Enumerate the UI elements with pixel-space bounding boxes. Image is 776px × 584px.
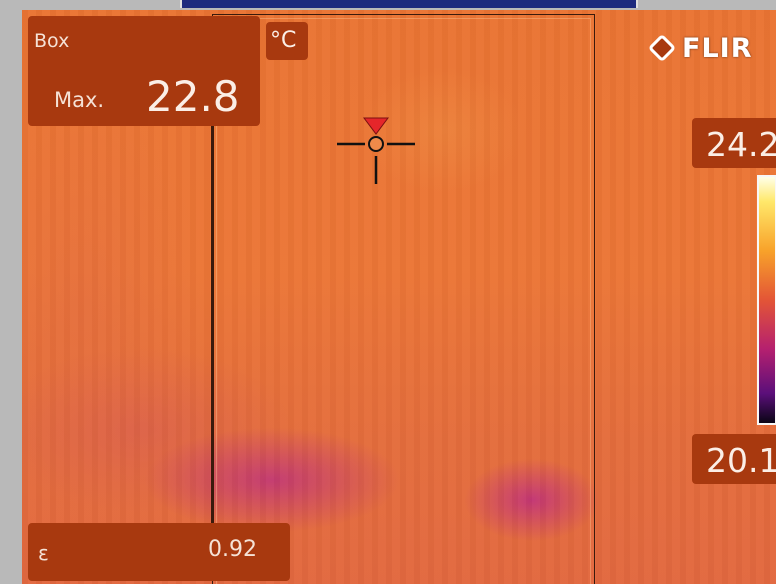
- scale-max-panel[interactable]: 24.2: [692, 118, 776, 168]
- scale-max-value: 24.2: [706, 125, 776, 164]
- emissivity-symbol: ε: [38, 541, 49, 565]
- flir-logo: FLIR: [647, 28, 776, 68]
- measurement-stat-label: Max.: [54, 88, 105, 112]
- emissivity-panel: ε 0.92: [28, 523, 290, 581]
- flir-emblem-icon: [647, 33, 677, 63]
- thermal-image[interactable]: Box Max. 22.8 °C FLIR 24.2 20.1 ε 0.92: [22, 10, 776, 584]
- emissivity-value: 0.92: [208, 537, 257, 562]
- scale-min-panel[interactable]: 20.1: [692, 434, 776, 484]
- crosshair-marker-icon[interactable]: [337, 110, 415, 188]
- box-measurement-frame-inner: [216, 18, 591, 584]
- box-marker-line: [211, 125, 214, 535]
- scale-min-value: 20.1: [706, 441, 776, 480]
- flir-logo-text: FLIR: [682, 32, 753, 64]
- title-bar: [180, 0, 638, 8]
- measurement-panel: Box Max. 22.8: [28, 16, 260, 126]
- measurement-value: 22.8: [146, 72, 240, 121]
- unit-badge: °C: [266, 22, 308, 60]
- color-scale-bar: [757, 175, 776, 425]
- measurement-mode-label: Box: [34, 30, 70, 52]
- unit-label: °C: [270, 28, 297, 53]
